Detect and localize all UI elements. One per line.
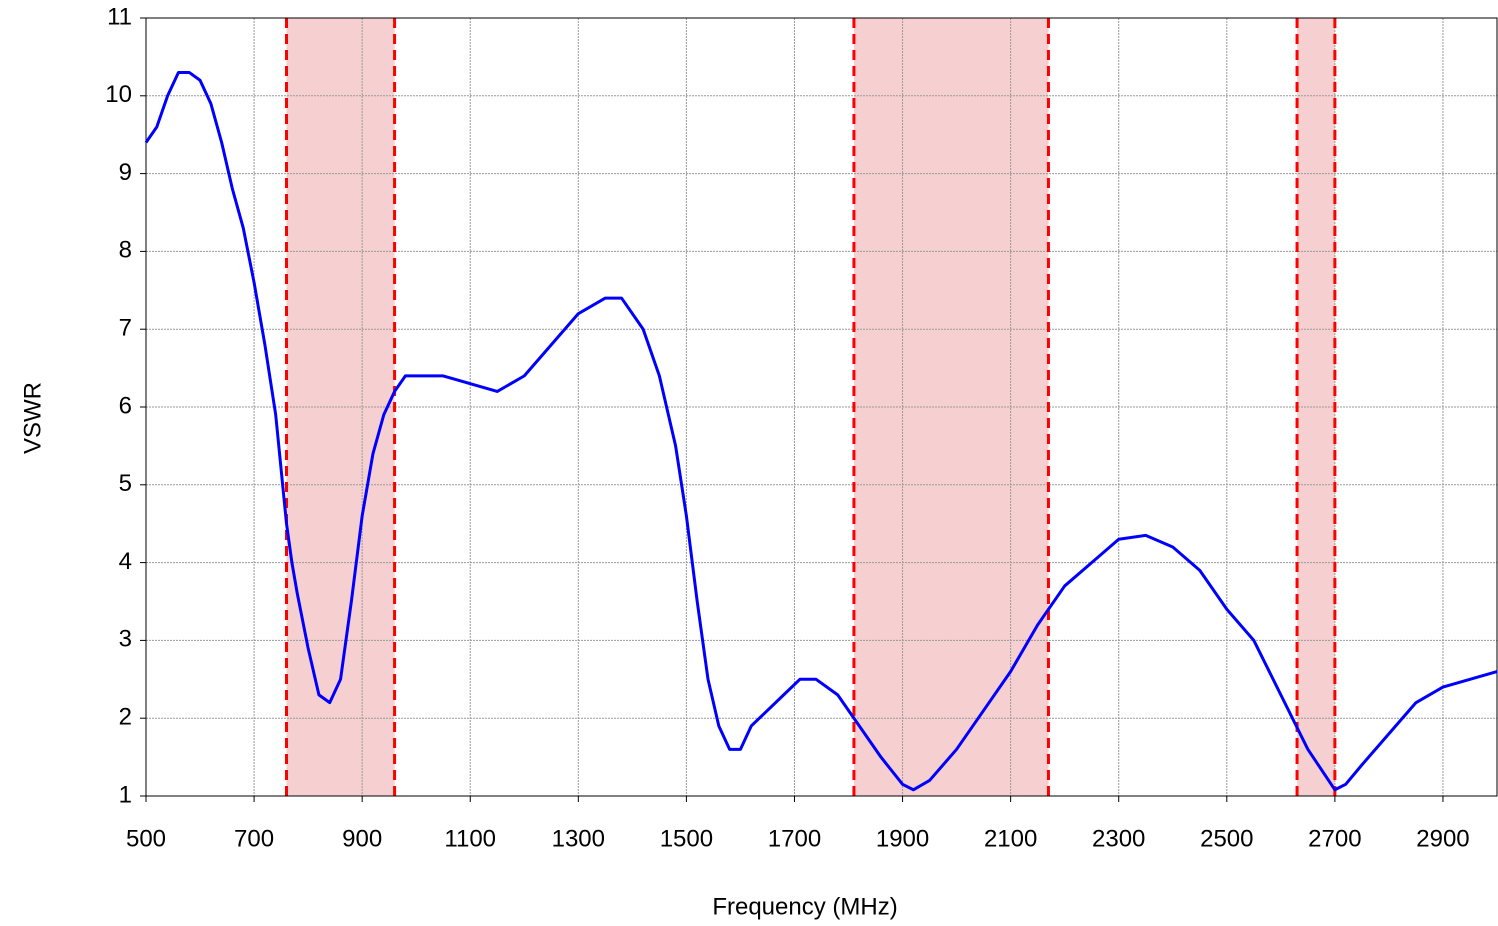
x-tick-label: 2900 xyxy=(1416,825,1469,852)
y-tick-label: 5 xyxy=(119,470,132,497)
y-tick-label: 11 xyxy=(107,3,132,30)
y-tick-label: 1 xyxy=(119,781,132,808)
x-tick-label: 1300 xyxy=(552,825,605,852)
y-tick-label: 10 xyxy=(105,81,132,108)
x-tick-label: 2100 xyxy=(984,825,1037,852)
y-axis-label: VSWR xyxy=(19,382,46,454)
x-tick-label: 500 xyxy=(126,825,166,852)
x-tick-label: 1100 xyxy=(444,825,496,852)
y-tick-label: 3 xyxy=(119,626,132,653)
y-tick-label: 2 xyxy=(119,704,132,731)
data-line xyxy=(144,70,1498,792)
x-tick-label: 2700 xyxy=(1308,825,1361,852)
x-tick-label: 900 xyxy=(342,825,382,852)
y-tick-label: 6 xyxy=(119,392,132,419)
x-tick-label: 1900 xyxy=(876,825,929,852)
band xyxy=(286,18,395,796)
x-tick-label: 2500 xyxy=(1200,825,1253,852)
x-tick-label: 1700 xyxy=(768,825,821,852)
x-tick-label: 1500 xyxy=(660,825,713,852)
x-axis-label: Frequency (MHz) xyxy=(712,893,897,920)
y-tick-label: 8 xyxy=(119,237,132,264)
y-tick-label: 9 xyxy=(119,159,132,186)
x-tick-label: 2300 xyxy=(1092,825,1145,852)
y-tick-label: 4 xyxy=(119,548,132,575)
y-tick-label: 7 xyxy=(119,315,132,342)
plot-frame xyxy=(145,17,1498,797)
x-tick-label: 700 xyxy=(234,825,274,852)
